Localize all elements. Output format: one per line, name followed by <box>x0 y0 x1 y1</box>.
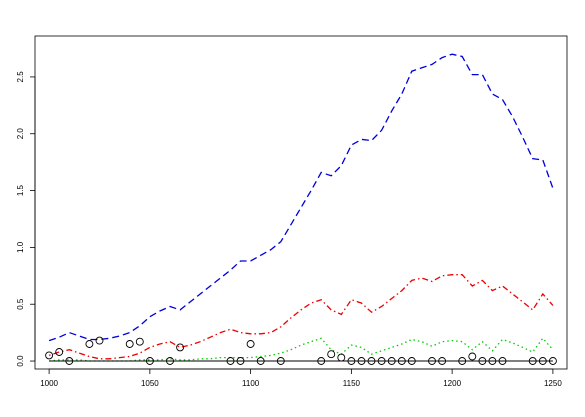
data-point <box>166 357 174 365</box>
data-point <box>397 357 406 365</box>
series-line-1 <box>48 53 554 342</box>
data-point <box>317 357 326 365</box>
series-layer <box>48 53 554 362</box>
data-point <box>226 357 235 365</box>
data-point <box>357 357 366 365</box>
data-point <box>327 350 336 359</box>
plot-frame <box>34 35 568 370</box>
data-point <box>337 353 346 362</box>
data-point <box>458 357 467 365</box>
data-point <box>387 357 396 365</box>
data-point <box>488 357 497 365</box>
x-tick-label: 1050 <box>141 379 159 388</box>
data-point <box>176 343 185 352</box>
data-point <box>145 357 154 365</box>
data-point <box>377 357 386 365</box>
data-point <box>347 357 356 365</box>
data-point <box>236 357 245 365</box>
data-point <box>125 340 134 348</box>
x-tick-label: 1200 <box>443 379 461 388</box>
y-tick-label: 2.5 <box>16 71 25 83</box>
data-point <box>538 357 547 365</box>
data-point <box>246 340 255 348</box>
y-tick-label: 0.5 <box>16 298 25 310</box>
data-point <box>65 357 74 365</box>
x-axis: 1000 1050 1100 1150 1200 1250 <box>40 368 562 388</box>
data-point <box>428 357 436 365</box>
data-point <box>256 357 265 365</box>
data-point <box>498 357 507 365</box>
y-tick-label: 1.5 <box>16 184 25 196</box>
points-layer <box>45 336 557 365</box>
x-tick-label: 1000 <box>40 379 58 388</box>
data-point <box>276 357 285 365</box>
data-point <box>55 348 64 356</box>
data-point <box>468 352 477 361</box>
y-tick-label: 1.0 <box>16 241 25 253</box>
data-point <box>478 357 487 365</box>
y-tick-label: 0.0 <box>16 355 25 367</box>
data-point <box>438 357 447 365</box>
series-line-3 <box>49 337 554 362</box>
y-axis: 0.0 0.5 1.0 1.5 2.0 2.5 <box>16 71 36 367</box>
y-tick-label: 2.0 <box>16 128 25 140</box>
data-point <box>95 336 104 345</box>
x-tick-label: 1100 <box>242 379 260 388</box>
data-point <box>367 357 376 365</box>
data-point <box>548 357 557 365</box>
data-point <box>407 357 416 365</box>
x-tick-label: 1150 <box>343 379 361 388</box>
series-line-2 <box>48 274 554 360</box>
x-tick-label: 1250 <box>544 379 562 388</box>
data-point <box>45 351 54 360</box>
data-point <box>85 340 94 348</box>
data-point <box>528 357 537 365</box>
data-point <box>135 337 144 346</box>
